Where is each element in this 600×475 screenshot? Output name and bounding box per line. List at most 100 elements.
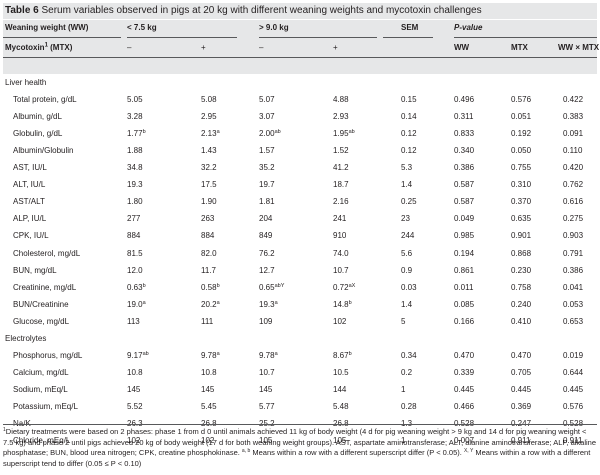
mean-cell: 145 (201, 382, 214, 398)
mean-value: 5.52 (127, 401, 143, 411)
header-rule (259, 37, 377, 38)
mean-value: 0.58 (201, 282, 217, 292)
mean-value: 109 (259, 316, 273, 326)
sem-value: 23 (401, 214, 410, 224)
row-label: Creatinine, mg/dL (13, 282, 77, 292)
pvalue-interaction: 0.791 (563, 248, 584, 258)
mean-value: 26.3 (127, 419, 143, 428)
pvalue-mtx: 0.192 (511, 129, 532, 139)
pvalue-interaction: 0.576 (563, 401, 584, 411)
mean-cell: 0.58b (201, 280, 220, 296)
pvalue-interaction: 0.911 (563, 436, 583, 446)
section-label: Electrolytes (5, 333, 47, 343)
mean-value: 0.63 (127, 282, 143, 292)
row-label: Cholesterol, mg/dL (13, 248, 81, 258)
mean-cell: 1.43 (201, 143, 217, 159)
footnote-marker: 1 (3, 427, 6, 433)
pvalue-mtx: 0.247 (511, 419, 532, 428)
header-col-mtx: MTX (511, 43, 528, 52)
mean-cell: 41.2 (333, 160, 349, 176)
pvalue-interaction: 0.653 (563, 316, 584, 326)
mean-cell: 0.65abY (259, 280, 284, 296)
pvalue-ww: 0.340 (454, 146, 475, 156)
mean-cell: 9.78a (259, 348, 278, 364)
header-rule (127, 37, 237, 38)
table-row: Total protein, g/dL 5.05 5.08 5.07 4.88 0.15 0… (3, 92, 597, 108)
mean-cell: 5.08 (201, 92, 217, 108)
row-label: Phosphorus, mg/dL (13, 350, 83, 360)
mean-cell: 204 (259, 211, 272, 227)
header-pvalue: P-value (454, 23, 483, 32)
row-label: BUN/Creatinine (13, 299, 69, 309)
mean-value: 76.2 (259, 248, 275, 258)
mean-cell: 5.05 (127, 92, 143, 108)
mean-cell: 1.88 (127, 143, 143, 159)
row-label: Globulin, g/dL (13, 129, 63, 139)
pvalue-ww: 0.985 (454, 231, 475, 241)
row-label: AST, IU/L (13, 163, 47, 173)
mean-cell: 1.95ab (333, 126, 355, 142)
pvalue-ww: 0.049 (454, 214, 475, 224)
mean-cell: 12.0 (127, 263, 143, 279)
sem-value: 5 (401, 316, 406, 326)
pvalue-ww: 0.339 (454, 367, 475, 377)
pvalue-interaction: 0.386 (563, 265, 584, 275)
mean-value: 5.48 (333, 401, 349, 411)
sem-value: 0.34 (401, 350, 417, 360)
pvalue-interaction: 0.383 (563, 112, 584, 122)
mean-value: 4.88 (333, 95, 349, 105)
sem-value: 0.03 (401, 282, 417, 292)
mean-cell: 1.77b (127, 126, 146, 142)
mean-cell: 4.88 (333, 92, 349, 108)
pvalue-mtx: 0.576 (511, 95, 532, 105)
header-low-plus: + (201, 43, 206, 52)
pvalue-ww: 0.528 (454, 419, 475, 428)
mean-cell: 105 (333, 433, 346, 449)
mean-value: 1.80 (127, 197, 143, 207)
mean-cell: 111 (201, 314, 213, 330)
header-weaning-weight: Weaning weight (WW) (5, 23, 89, 32)
mean-cell: 105 (259, 433, 272, 449)
table-footnote: 1Dietary treatments were based on 2 phas… (3, 427, 597, 469)
mean-value: 5.08 (201, 95, 217, 105)
pvalue-mtx: 0.901 (511, 231, 532, 241)
header-group-high: > 9.0 kg (259, 23, 289, 32)
table-row: AST/ALT 1.80 1.90 1.81 2.16 0.25 0.587 0.370 0.6… (3, 194, 597, 210)
mean-value: 8.67 (333, 350, 349, 360)
pvalue-ww: 0.311 (454, 112, 474, 122)
sem-value: 1.4 (401, 299, 413, 309)
mean-value: 10.7 (259, 367, 275, 377)
table-bottom-rule (3, 424, 597, 425)
mean-value: 145 (201, 384, 215, 394)
significance-superscript: a (274, 350, 278, 357)
footnote-abbreviations: AST, aspartate aminotransferase; ALT, al… (3, 437, 597, 458)
pvalue-mtx: 0.445 (511, 384, 532, 394)
mean-value: 12.0 (127, 265, 143, 275)
mean-value: 12.7 (259, 265, 275, 275)
significance-superscript: a (216, 350, 220, 357)
mean-cell: 19.3 (127, 177, 143, 193)
mean-cell: 884 (127, 228, 140, 244)
table-number: Table 6 (5, 5, 39, 16)
mean-cell: 10.5 (333, 365, 349, 381)
table-row: AST, IU/L 34.8 32.2 35.2 41.2 5.3 0.386 0.755 0.… (3, 160, 597, 176)
pvalue-mtx: 0.758 (511, 282, 532, 292)
row-label: Albumin, g/dL (13, 112, 62, 122)
pvalue-ww: 0.386 (454, 163, 475, 173)
mean-value: 1.90 (201, 197, 217, 207)
mean-cell: 8.67b (333, 348, 352, 364)
mean-value: 277 (127, 214, 141, 224)
mean-cell: 241 (333, 211, 346, 227)
mean-cell: 10.7 (259, 365, 275, 381)
mean-value: 10.8 (201, 367, 217, 377)
mean-cell: 9.17ab (127, 348, 149, 364)
pvalue-mtx: 0.911 (511, 436, 531, 446)
row-label: ALT, IU/L (13, 180, 46, 190)
sem-value: 1.3 (401, 419, 413, 428)
sem-value: 0.12 (401, 146, 417, 156)
mean-value: 204 (259, 214, 273, 224)
table-caption: Table 6 Serum variables observed in pigs… (3, 3, 597, 19)
footnote-treatments: Dietary treatments were based on 2 phase… (3, 427, 587, 447)
pvalue-ww: 0.587 (454, 180, 475, 190)
pvalue-mtx: 0.635 (511, 214, 532, 224)
